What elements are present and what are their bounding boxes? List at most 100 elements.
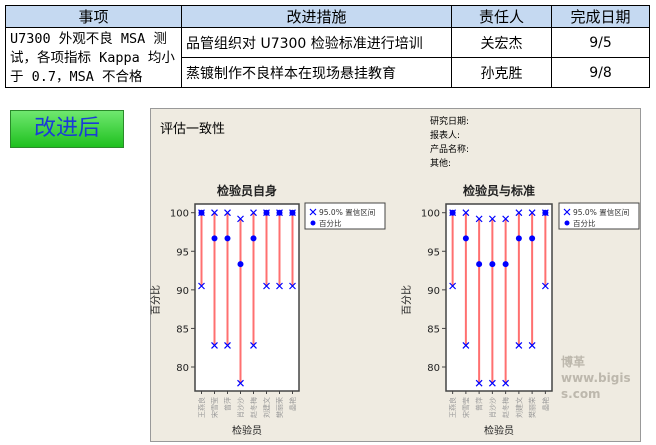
ci-marker — [237, 379, 244, 387]
y-tick-label: 85 — [427, 324, 440, 335]
x-tick-label: 宋雪莹 — [210, 397, 219, 418]
percent-point — [449, 209, 456, 216]
panel-title: 评估一致性 — [160, 122, 226, 137]
watermark: 博革 www.bigiss.com — [561, 355, 631, 401]
ci-marker — [515, 341, 523, 349]
ci-marker — [449, 282, 457, 290]
percent-point — [462, 235, 469, 242]
percent-point — [198, 209, 205, 216]
y-tick-label: 85 — [176, 324, 189, 335]
x-tick-label: 曾萍 — [223, 397, 232, 411]
ci-marker — [211, 341, 218, 349]
legend-percent-label: 百分比 — [573, 218, 596, 228]
ci-marker — [475, 215, 483, 223]
ci-marker — [224, 209, 231, 217]
ci-marker — [462, 341, 470, 349]
percent-point — [515, 235, 522, 242]
owner-cell: 关宏杰 — [451, 27, 552, 58]
x-tick-label: 晶艳 — [541, 397, 550, 411]
action-cell: 蒸镀制作不良样本在现场悬挂教育 — [181, 57, 452, 88]
percent-point — [250, 235, 257, 242]
issue-cell: U7300 外观不良 MSA 测试，各项指标 Kappa 均小于 0.7，MSA… — [5, 27, 182, 88]
ci-marker — [541, 282, 549, 290]
ci-marker — [250, 209, 257, 217]
x-tick-label: 宋雪莹 — [461, 397, 470, 418]
y-tick-label: 95 — [427, 247, 440, 258]
table-row: 蒸镀制作不良样本在现场悬挂教育 孙克胜 9/8 — [6, 57, 650, 88]
percent-point — [529, 235, 536, 242]
percent-point — [263, 209, 270, 216]
x-axis-label: 检验员 — [232, 424, 262, 437]
y-tick-label: 100 — [421, 209, 440, 220]
x-tick-label: 晶艳 — [288, 397, 297, 411]
percent-point — [289, 209, 296, 216]
y-axis-label: 百分比 — [401, 285, 413, 315]
ci-marker — [276, 282, 283, 290]
legend-percent-icon — [310, 220, 316, 226]
action-cell: 品管组织对 U7300 检验标准进行培训 — [181, 27, 452, 58]
ci-marker — [289, 282, 296, 290]
percent-point — [502, 261, 509, 268]
legend-percent-label: 百分比 — [319, 218, 342, 228]
y-tick-label: 100 — [170, 209, 189, 220]
percent-point — [476, 261, 483, 268]
header-owner: 责任人 — [451, 5, 552, 28]
meta-block: 研究日期: 报表人: 产品名称: 其他: — [430, 115, 469, 171]
ci-marker — [224, 341, 231, 349]
ci-marker — [211, 209, 218, 217]
ci-marker — [502, 215, 510, 223]
x-tick-label: 刘建文 — [262, 397, 271, 418]
y-axis-label: 百分比 — [150, 285, 162, 315]
ci-marker — [488, 379, 496, 387]
x-tick-label: 肖沙沙 — [236, 397, 245, 418]
ci-marker — [528, 209, 536, 217]
legend-box — [558, 202, 640, 230]
ci-marker — [502, 379, 510, 387]
x-tick-label: 赵冬梅 — [501, 397, 510, 418]
date-cell: 9/8 — [551, 57, 650, 88]
y-tick-label: 80 — [427, 363, 440, 374]
y-tick-label: 90 — [176, 286, 189, 297]
meta-other: 其他: — [430, 159, 452, 169]
header-issue: 事项 — [5, 5, 182, 28]
header-action: 改进措施 — [181, 5, 452, 28]
meta-reporter: 报表人: — [430, 131, 461, 141]
ci-marker — [462, 209, 470, 217]
ci-marker — [250, 341, 257, 349]
x-tick-label: 肖沙沙 — [488, 397, 497, 418]
x-tick-label: 樊丽荣 — [275, 397, 284, 418]
improvement-table: 事项 改进措施 责任人 完成日期 U7300 外观不良 MSA 测试，各项指标 … — [5, 5, 650, 88]
percent-point — [542, 209, 549, 216]
ci-marker — [475, 379, 483, 387]
legend-ci-label: 95.0% 置信区间 — [319, 207, 375, 217]
legend-box — [304, 202, 386, 230]
percent-point — [276, 209, 283, 216]
y-tick-label: 95 — [176, 247, 189, 258]
y-tick-label: 80 — [176, 363, 189, 374]
meta-product: 产品名称: — [430, 145, 470, 155]
ci-marker — [237, 215, 244, 223]
percent-point — [211, 235, 218, 242]
legend-percent-icon — [564, 220, 570, 226]
percent-point — [224, 235, 231, 242]
x-tick-label: 王燕良 — [448, 397, 457, 418]
meta-date: 研究日期: — [430, 117, 470, 127]
chart-title: 检验员自身 — [217, 183, 277, 198]
plot-area — [194, 203, 300, 392]
after-improvement-badge: 改进后 — [10, 110, 124, 148]
table-row: U7300 外观不良 MSA 测试，各项指标 Kappa 均小于 0.7，MSA… — [5, 27, 650, 88]
legend-ci-icon — [309, 208, 317, 216]
x-axis-label: 检验员 — [484, 424, 514, 437]
legend-ci-label: 95.0% 置信区间 — [573, 207, 629, 217]
ci-marker — [198, 282, 205, 290]
legend-ci-icon — [563, 208, 571, 216]
x-tick-label: 王燕良 — [197, 397, 206, 418]
x-tick-label: 赵冬梅 — [249, 397, 258, 418]
plot-area — [445, 203, 553, 392]
ci-marker — [488, 215, 496, 223]
chart-title: 检验员与标准 — [463, 183, 535, 198]
y-tick-label: 90 — [427, 286, 440, 297]
ci-marker — [263, 282, 270, 290]
ci-marker — [515, 209, 523, 217]
